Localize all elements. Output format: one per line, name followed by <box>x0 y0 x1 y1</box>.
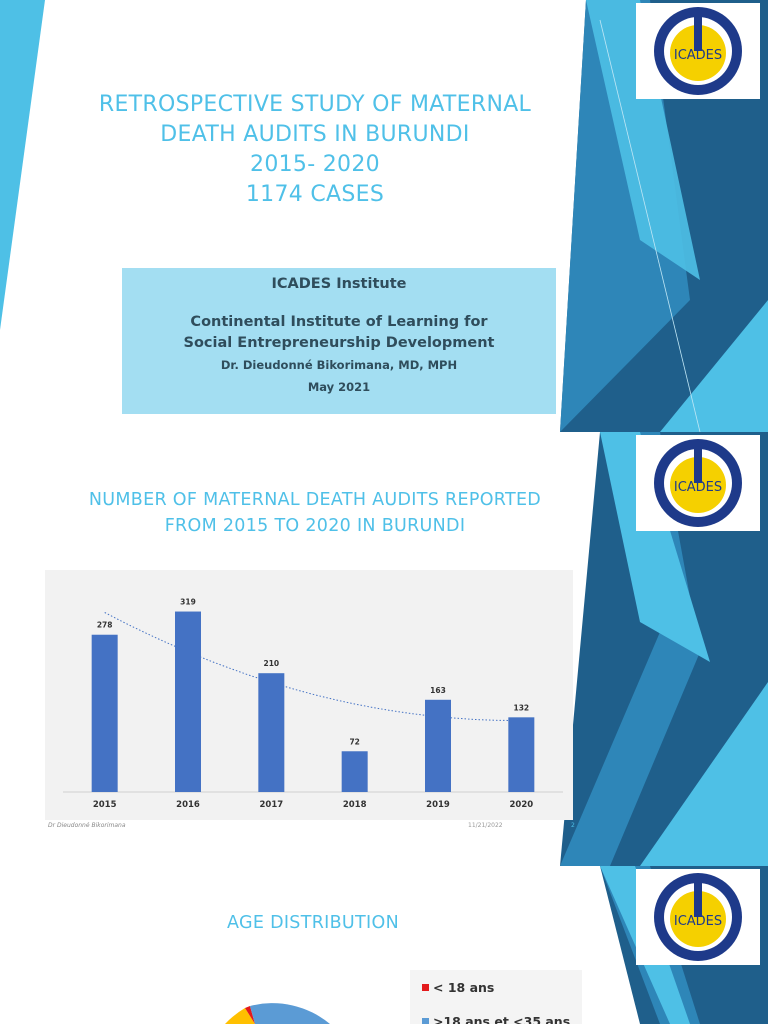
title-line: FROM 2015 TO 2020 IN BURUNDI <box>164 516 466 536</box>
left-accent-shape <box>0 0 45 330</box>
presentation-date: May 2021 <box>307 380 371 394</box>
legend-label: >18 ans et <35 ans <box>433 1014 571 1024</box>
title-line: 2015- 2020 <box>250 152 380 177</box>
title-line: NUMBER OF MATERNAL DEATH AUDITS REPORTED <box>88 490 542 510</box>
institute-name: ICADES Institute <box>271 276 407 292</box>
age-distribution-title: AGE DISTRIBUTION <box>227 913 399 933</box>
bar-value-label: 163 <box>430 686 446 695</box>
bar-value-label: 319 <box>180 598 196 607</box>
pie-slice <box>245 1006 255 1024</box>
pie-legend: < 18 ans >18 ans et <35 ans <box>410 970 582 1024</box>
trendline <box>104 612 522 721</box>
slide-chart: ICADES NUMBER OF MATERNAL DEATH AUDITS R… <box>0 432 768 866</box>
slide-title: ICADES RETROSPECTIVE STUDY OF MATERNAL D… <box>0 0 768 432</box>
icades-logo: ICADES <box>636 869 760 965</box>
title-line: RETROSPECTIVE STUDY OF MATERNAL <box>98 92 532 117</box>
bar-chart-svg: 278 2015 319 2016 210 2017 72 2018 163 2019 132 202… <box>63 598 563 810</box>
chart-slide-title: NUMBER OF MATERNAL DEATH AUDITS REPORTED… <box>40 487 590 539</box>
author-info-box: ICADES Institute Continental Institute o… <box>122 268 556 414</box>
pie-slice <box>250 1003 330 1024</box>
bar <box>508 717 535 792</box>
legend-swatch <box>422 1018 429 1024</box>
legend-swatch <box>422 984 429 991</box>
title-line: 1174 CASES <box>245 182 385 207</box>
icades-logo: ICADES <box>636 435 760 531</box>
bar-value-label: 210 <box>264 659 280 668</box>
legend-item: >18 ans et <35 ans <box>422 1014 570 1024</box>
slide-page-number: 2 <box>571 822 575 829</box>
legend-label: < 18 ans <box>433 980 495 995</box>
bar-value-label: 72 <box>349 737 359 746</box>
slide-age-distribution: ICADES AGE DISTRIBUTION < 18 ans >18 ans… <box>0 866 768 1024</box>
x-tick-label: 2018 <box>343 800 367 810</box>
institute-full-name-line: Continental Institute of Learning for <box>190 314 488 330</box>
author-name: Dr. Dieudonné Bikorimana, MD, MPH <box>220 358 458 372</box>
title-line: DEATH AUDITS IN BURUNDI <box>160 122 470 147</box>
x-tick-label: 2015 <box>93 800 117 810</box>
institute-full-name-line: Social Entrepreneurship Development <box>183 335 495 351</box>
slide-title-heading: RETROSPECTIVE STUDY OF MATERNAL DEATH AU… <box>60 90 570 210</box>
slide-footer-date: 11/21/2022 <box>468 822 503 829</box>
legend-item: < 18 ans <box>422 980 494 995</box>
slide-footer-author: Dr Dieudonné Bikorimana <box>48 822 126 829</box>
pie-slice <box>225 1008 255 1024</box>
bar <box>91 634 118 792</box>
logo-text: ICADES <box>674 914 722 929</box>
logo-text: ICADES <box>674 480 722 495</box>
right-corner-shape <box>660 300 768 432</box>
institute-full-name: Continental Institute of Learning for So… <box>122 312 556 354</box>
x-tick-label: 2020 <box>509 800 533 810</box>
bar <box>341 751 368 792</box>
bar-value-label: 132 <box>514 703 530 712</box>
x-tick-label: 2019 <box>426 800 450 810</box>
bar-value-label: 278 <box>97 621 113 630</box>
bar-chart: 278 2015 319 2016 210 2017 72 2018 163 2019 132 202… <box>45 570 573 820</box>
bar <box>258 673 285 792</box>
logo-text: ICADES <box>674 48 722 63</box>
bar <box>425 699 451 792</box>
bar <box>175 611 201 792</box>
x-tick-label: 2017 <box>259 800 283 810</box>
icades-logo: ICADES <box>636 3 760 99</box>
x-tick-label: 2016 <box>176 800 200 810</box>
right-corner-shape <box>640 682 768 866</box>
